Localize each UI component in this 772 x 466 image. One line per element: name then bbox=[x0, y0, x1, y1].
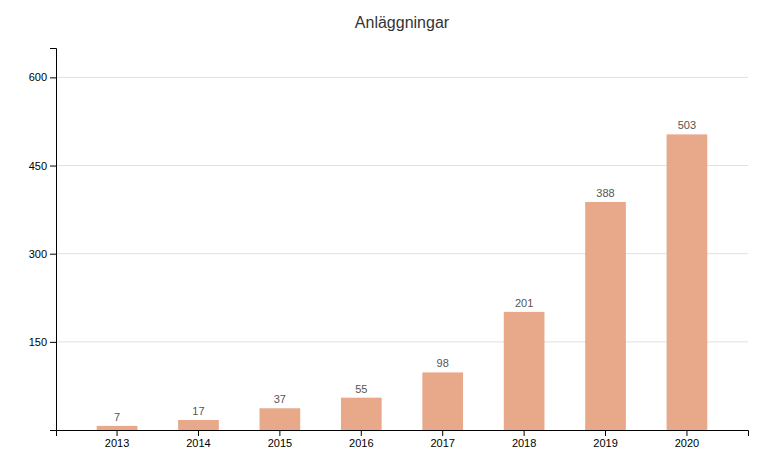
plot-area: 2013201420152016201720182019202015030045… bbox=[29, 49, 749, 449]
bar bbox=[97, 426, 138, 430]
bar bbox=[667, 134, 708, 430]
data-label: 503 bbox=[678, 119, 696, 131]
x-tick-label: 2015 bbox=[268, 437, 292, 449]
y-tick-mark bbox=[50, 77, 56, 78]
y-tick-label: 600 bbox=[29, 71, 47, 83]
data-label: 201 bbox=[515, 297, 533, 309]
data-label: 55 bbox=[355, 383, 367, 395]
x-tick-mark bbox=[198, 430, 199, 436]
y-tick: 450 bbox=[29, 160, 56, 172]
data-label: 7 bbox=[114, 411, 120, 423]
grid-line bbox=[56, 165, 748, 166]
y-tick-label: 300 bbox=[29, 248, 47, 260]
x-tick-label: 2018 bbox=[512, 437, 536, 449]
bar bbox=[504, 312, 545, 430]
x-tick-label: 2014 bbox=[186, 437, 210, 449]
data-label: 98 bbox=[437, 357, 449, 369]
y-tick: 600 bbox=[29, 71, 56, 83]
x-axis-line bbox=[57, 431, 749, 437]
x-tick-mark bbox=[442, 430, 443, 436]
y-tick-label: 450 bbox=[29, 160, 47, 172]
grid-line bbox=[56, 341, 748, 342]
grid-line bbox=[56, 77, 748, 78]
y-tick-label: 150 bbox=[29, 336, 47, 348]
x-tick-label: 2020 bbox=[675, 437, 699, 449]
chart-svg: 2013201420152016201720182019202015030045… bbox=[0, 0, 772, 466]
bar bbox=[585, 202, 626, 430]
x-tick-mark bbox=[279, 430, 280, 436]
x-tick: 2020 bbox=[675, 430, 699, 449]
chart-title: Anläggningar bbox=[355, 14, 450, 31]
x-tick-label: 2017 bbox=[430, 437, 454, 449]
y-axis-line bbox=[50, 49, 57, 431]
y-axis: 150 300 450 600 bbox=[29, 49, 57, 431]
bars bbox=[97, 134, 708, 430]
x-tick-mark bbox=[361, 430, 362, 436]
bar bbox=[422, 372, 463, 430]
data-labels: 7 17 37 55 98 201 388 503 bbox=[114, 119, 696, 422]
data-label: 37 bbox=[274, 393, 286, 405]
data-label: 17 bbox=[192, 405, 204, 417]
x-axis: 2013 2014 2015 2016 2017 2018 2019 2020 bbox=[57, 430, 749, 449]
y-tick-mark bbox=[50, 166, 56, 167]
grid-line bbox=[56, 253, 748, 254]
x-tick-label: 2016 bbox=[349, 437, 373, 449]
y-tick-mark bbox=[50, 254, 56, 255]
x-tick: 2015 bbox=[268, 430, 292, 449]
y-tick: 150 bbox=[29, 336, 56, 348]
x-tick: 2017 bbox=[430, 430, 454, 449]
y-tick: 300 bbox=[29, 248, 56, 260]
x-tick-mark bbox=[524, 430, 525, 436]
chart-container: 2013201420152016201720182019202015030045… bbox=[0, 0, 772, 466]
x-tick: 2018 bbox=[512, 430, 536, 449]
bar bbox=[341, 398, 382, 430]
x-tick: 2019 bbox=[593, 430, 617, 449]
data-label: 388 bbox=[596, 187, 614, 199]
x-tick-mark bbox=[686, 430, 687, 436]
x-tick-mark bbox=[605, 430, 606, 436]
x-tick-label: 2013 bbox=[105, 437, 129, 449]
x-tick: 2016 bbox=[349, 430, 373, 449]
bar bbox=[178, 420, 219, 430]
x-tick: 2013 bbox=[105, 430, 129, 449]
y-tick-mark bbox=[50, 342, 56, 343]
x-tick: 2014 bbox=[186, 430, 210, 449]
bar bbox=[260, 408, 301, 430]
x-tick-label: 2019 bbox=[593, 437, 617, 449]
x-tick-mark bbox=[117, 430, 118, 436]
grid bbox=[56, 77, 748, 341]
